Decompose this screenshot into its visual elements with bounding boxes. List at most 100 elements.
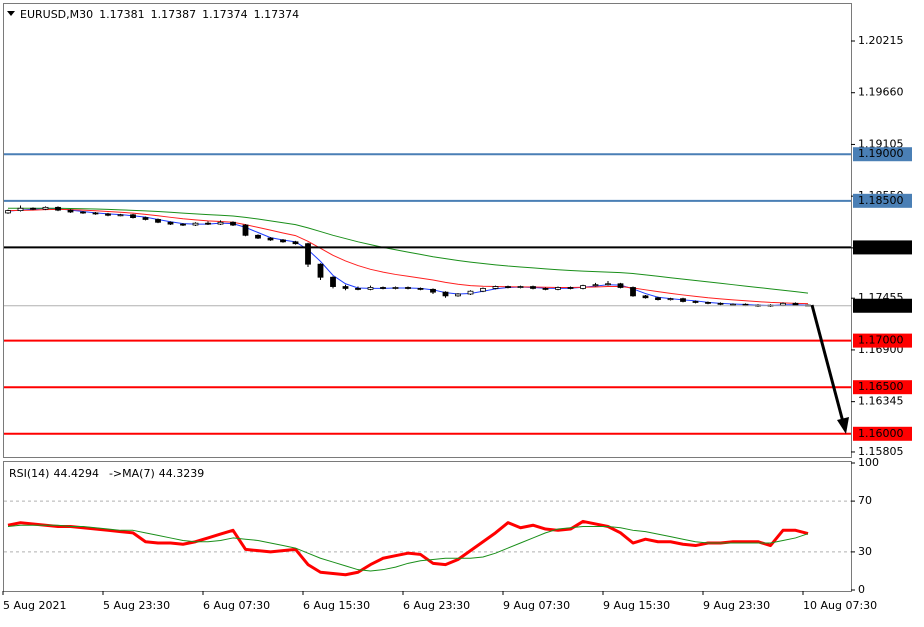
candle-body bbox=[255, 234, 261, 239]
candle-body bbox=[642, 295, 649, 299]
y-tick-label: 1.19105 bbox=[858, 137, 904, 150]
candle-body bbox=[92, 212, 99, 215]
candle-body bbox=[342, 286, 349, 289]
x-tick-label: 6 Aug 15:30 bbox=[303, 599, 370, 612]
candle-body bbox=[705, 301, 711, 304]
candle-body bbox=[455, 293, 461, 297]
level-label: 1.16000 bbox=[858, 427, 904, 440]
candle-body bbox=[680, 298, 686, 302]
y-tick-label: 1.16345 bbox=[858, 395, 904, 408]
y-tick-label: 70 bbox=[858, 494, 872, 507]
current-price-label: 1.17374 bbox=[858, 299, 904, 312]
x-tick-label: 9 Aug 23:30 bbox=[703, 599, 770, 612]
level-box bbox=[853, 147, 912, 162]
y-tick-label: 1.20215 bbox=[858, 34, 904, 47]
candle-body bbox=[567, 287, 574, 289]
candle-body bbox=[105, 213, 111, 216]
candle-body bbox=[330, 276, 336, 287]
candle-body bbox=[130, 214, 136, 218]
arrow-head bbox=[837, 417, 849, 434]
current-price-box bbox=[853, 298, 912, 313]
candle-body bbox=[505, 286, 511, 288]
x-tick-label: 6 Aug 07:30 bbox=[203, 599, 270, 612]
legend-name: RSI(14) bbox=[9, 467, 49, 480]
y-tick-label: 1.15805 bbox=[858, 445, 904, 458]
candle-body bbox=[242, 224, 249, 236]
candle-body bbox=[167, 221, 174, 225]
candle-body bbox=[355, 288, 361, 290]
candle-body bbox=[192, 222, 199, 226]
candle-body bbox=[280, 239, 286, 243]
x-tick-label: 5 Aug 2021 bbox=[3, 599, 66, 612]
header-value: 1.17374 bbox=[202, 8, 248, 21]
x-tick-label: 9 Aug 15:30 bbox=[603, 599, 670, 612]
legend-value: 44.4294 bbox=[53, 467, 99, 480]
legend-name: ->MA(7) bbox=[109, 467, 155, 480]
candle-body bbox=[605, 283, 611, 286]
candle-body bbox=[430, 288, 436, 293]
candle-body bbox=[742, 303, 749, 306]
x-tick-label: 10 Aug 07:30 bbox=[803, 599, 877, 612]
y-tick-label: 100 bbox=[858, 456, 879, 469]
candle-body bbox=[467, 290, 474, 295]
level-box bbox=[853, 426, 912, 441]
candle-body bbox=[630, 287, 636, 297]
candle-body bbox=[667, 298, 674, 301]
moving-average bbox=[8, 207, 809, 294]
candle-body bbox=[367, 287, 374, 290]
x-tick-label: 6 Aug 23:30 bbox=[403, 599, 470, 612]
candle-body bbox=[692, 301, 699, 303]
y-tick-label: 0 bbox=[858, 583, 865, 596]
header-value: 1.17374 bbox=[254, 8, 300, 21]
legend-value: 44.3239 bbox=[159, 467, 205, 480]
moving-average bbox=[7, 208, 809, 305]
x-tick-label: 9 Aug 07:30 bbox=[503, 599, 570, 612]
candle-body bbox=[80, 211, 86, 214]
candle-body bbox=[717, 302, 724, 305]
level-label: 1.19000 bbox=[858, 147, 904, 160]
candle-body bbox=[42, 206, 49, 210]
candle-body bbox=[267, 237, 274, 241]
candle-body bbox=[592, 284, 599, 287]
candle-body bbox=[655, 297, 661, 301]
level-box bbox=[853, 380, 912, 395]
candle-body bbox=[417, 288, 424, 290]
candle-body bbox=[580, 285, 586, 289]
header-value: 1.17381 bbox=[99, 8, 145, 21]
candle-body bbox=[492, 286, 499, 289]
level-label: 1.17000 bbox=[858, 334, 904, 347]
candle-body bbox=[392, 287, 399, 289]
level-label: 1.18500 bbox=[858, 194, 904, 207]
candle-body bbox=[117, 214, 124, 217]
candle-body bbox=[780, 302, 786, 306]
level-label: 1.16500 bbox=[858, 380, 904, 393]
rsi-line bbox=[7, 519, 809, 577]
candle-body bbox=[217, 221, 224, 225]
candle-body bbox=[555, 287, 561, 290]
candle-body bbox=[155, 219, 161, 223]
rsi-panel bbox=[3, 461, 852, 592]
candle-body bbox=[792, 302, 799, 306]
level-box bbox=[853, 333, 912, 348]
level-box bbox=[853, 193, 912, 208]
level-label: 1.18000 bbox=[858, 240, 904, 253]
header-value: 1.17387 bbox=[151, 8, 197, 21]
candle-body bbox=[17, 207, 24, 212]
candle-body bbox=[180, 223, 186, 226]
candle-body bbox=[5, 210, 11, 214]
candle-body bbox=[380, 287, 386, 289]
candle-body bbox=[730, 303, 736, 306]
rsi-line bbox=[7, 524, 809, 572]
level-box bbox=[853, 240, 912, 255]
candle-body bbox=[67, 209, 74, 213]
y-tick-label: 1.19660 bbox=[858, 86, 904, 99]
candle-body bbox=[142, 217, 149, 220]
candle-body bbox=[442, 291, 449, 297]
candle-body bbox=[292, 241, 299, 245]
candle-body bbox=[480, 288, 486, 292]
candle-body bbox=[617, 283, 624, 288]
candle-body bbox=[542, 288, 549, 290]
candle-body bbox=[530, 286, 536, 289]
candle-body bbox=[517, 286, 524, 288]
